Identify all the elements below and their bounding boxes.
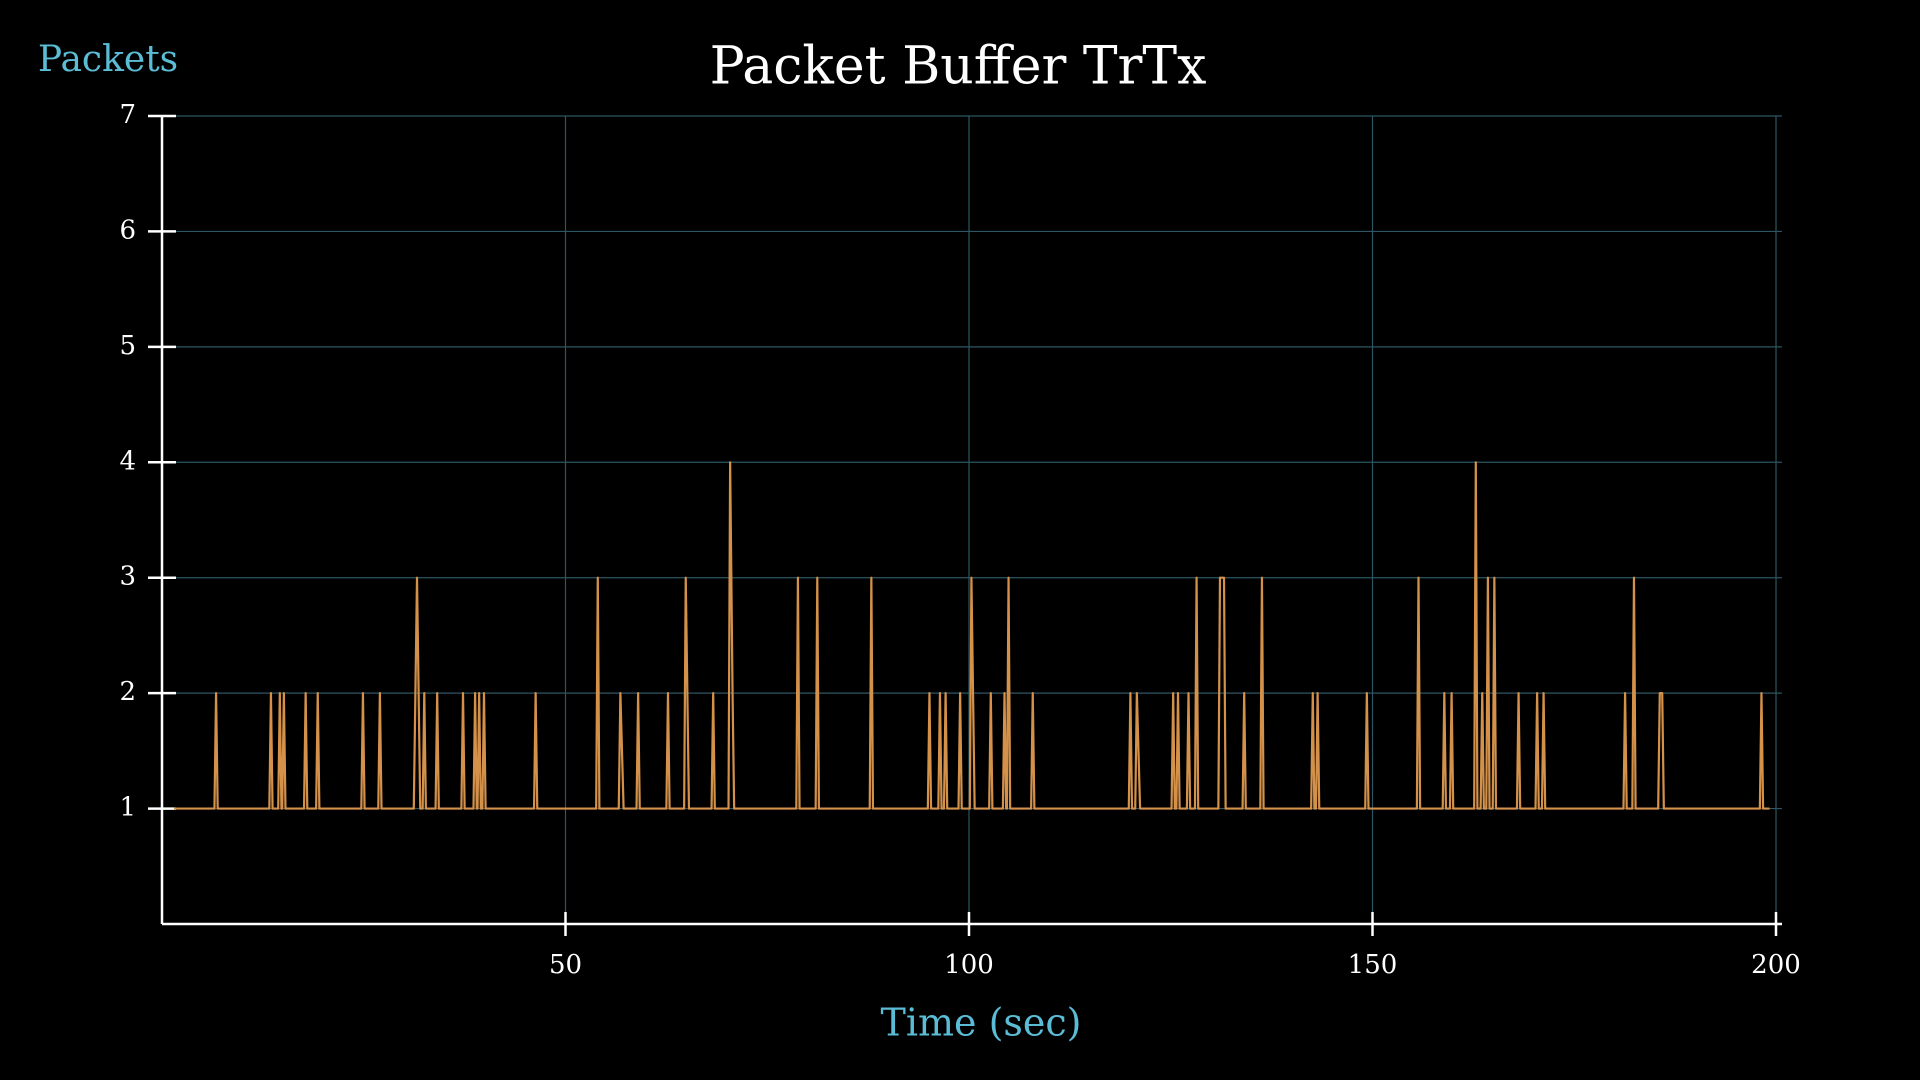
x-tick-label: 100 <box>944 950 994 980</box>
data-line <box>174 461 1770 810</box>
y-axis-label: Packets <box>38 39 178 80</box>
x-tick-label: 150 <box>1348 950 1398 980</box>
chart-title: Packet Buffer TrTx <box>710 37 1207 97</box>
y-tick-label: 7 <box>119 100 136 130</box>
y-tick-label: 4 <box>119 446 136 476</box>
y-tick-label: 5 <box>119 331 136 361</box>
y-tick-label: 6 <box>119 215 136 245</box>
x-tick-label: 50 <box>549 950 582 980</box>
y-tick-label: 2 <box>119 677 136 707</box>
x-tick-label: 200 <box>1751 950 1801 980</box>
y-tick-label: 1 <box>119 793 136 823</box>
y-tick-label: 3 <box>119 562 136 592</box>
x-axis-label: Time (sec) <box>880 1001 1081 1045</box>
